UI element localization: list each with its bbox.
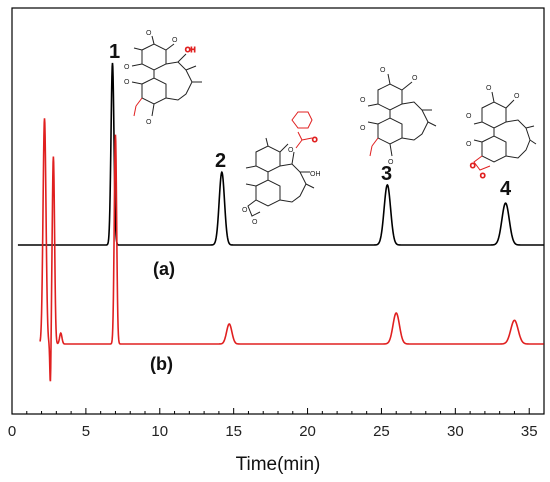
peak-label-1: 1 (109, 41, 120, 63)
trace-a (17, 62, 544, 246)
x-tick-label: 5 (82, 423, 90, 440)
x-tick-label: 20 (299, 423, 316, 440)
methoxy-label: O (360, 97, 366, 104)
x-tick-label: 10 (151, 423, 168, 440)
x-tick-label: 15 (225, 423, 242, 440)
structure-compound-2: O O O O OH (242, 111, 321, 226)
x-axis-title: Time(min) (236, 454, 321, 475)
plot-area (11, 7, 545, 415)
x-tick-label: 25 (373, 423, 390, 440)
methoxy-label: O (146, 30, 152, 37)
structure-compound-3: O O O O O (360, 67, 437, 166)
structure-compound-1: O O O O O OH (124, 30, 202, 126)
methoxy-label: O (252, 219, 258, 226)
methoxy-label: O (514, 93, 520, 100)
methoxy-label: O (172, 37, 178, 44)
structure-compound-4: O O O O O O (466, 85, 537, 181)
peak-label-3: 3 (381, 163, 392, 185)
hydroxyl-label: OH (185, 47, 196, 54)
trace-label-b: (b) (150, 354, 173, 374)
traces (17, 62, 544, 382)
methoxy-label: O (124, 79, 130, 86)
plot-frame (11, 7, 545, 415)
methoxy-label: O (486, 85, 492, 92)
x-axis: 0 5 10 15 20 25 30 35 (8, 408, 545, 440)
peak-label-2: 2 (215, 150, 226, 172)
hydroxyl-label: OH (310, 171, 321, 178)
methoxy-label: O (380, 67, 386, 74)
methoxy-label: O (360, 125, 366, 132)
methoxy-label: O (470, 163, 476, 170)
ester-oxygen-label: O (288, 147, 294, 154)
methoxy-label: O (466, 113, 472, 120)
peak-label-4: 4 (500, 178, 512, 200)
carbonyl-oxygen-label: O (312, 137, 318, 144)
x-tick-label: 30 (447, 423, 464, 440)
methoxy-label: O (146, 119, 152, 126)
trace-label-a: (a) (153, 259, 175, 279)
trace-b (39, 118, 544, 382)
x-tick-label: 35 (521, 423, 538, 440)
methoxy-label: O (412, 75, 418, 82)
methoxy-label: O (388, 159, 394, 166)
methoxy-label: O (124, 64, 130, 71)
methoxy-label: O (480, 173, 486, 180)
methoxy-label: O (242, 207, 248, 214)
x-tick-label: 0 (8, 423, 16, 440)
methoxy-label: O (466, 141, 472, 148)
